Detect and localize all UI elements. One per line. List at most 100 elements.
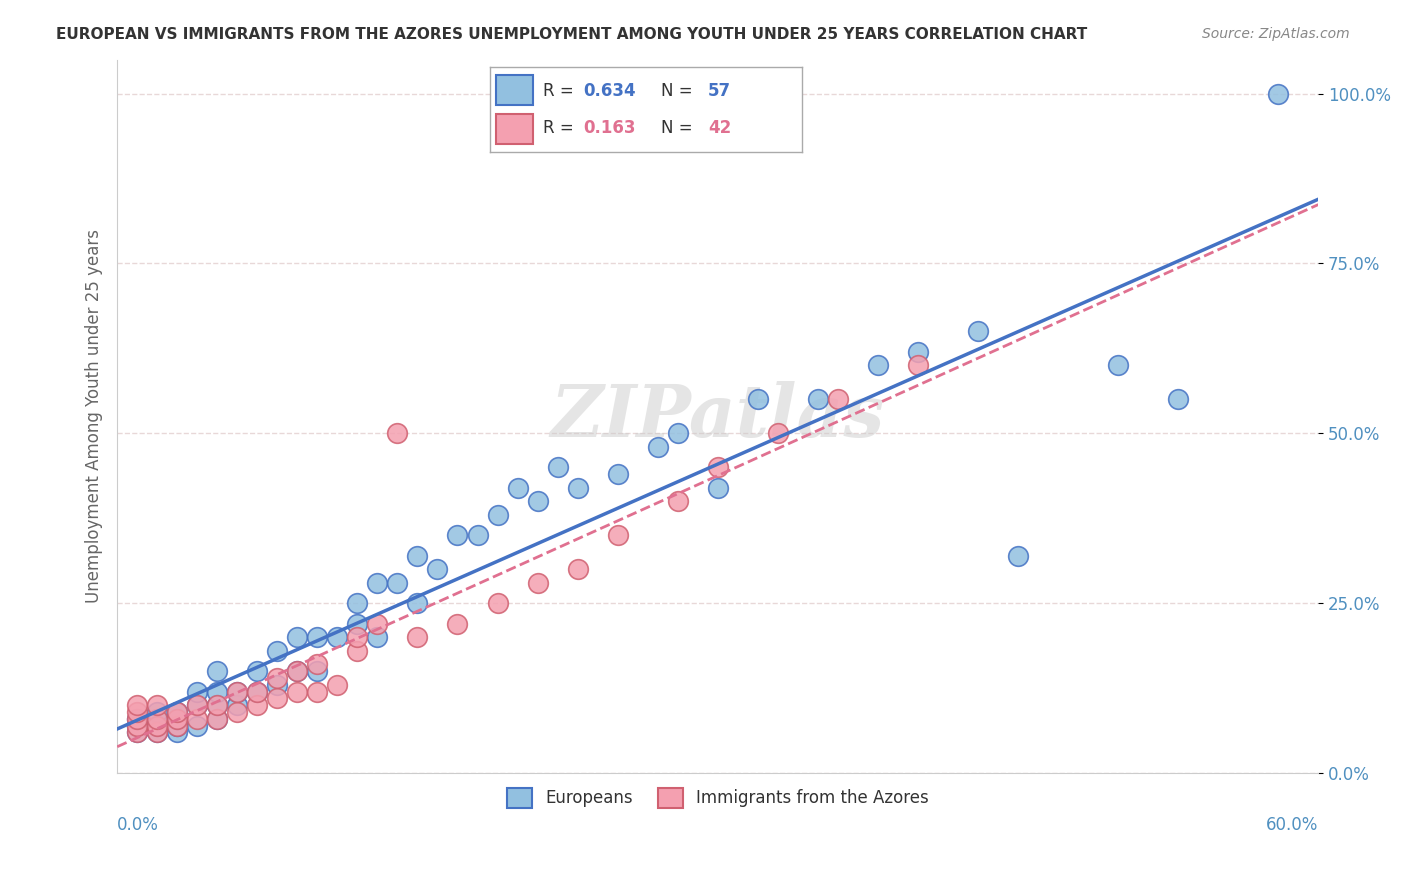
- Point: [967, 325, 990, 339]
- Point: [446, 528, 468, 542]
- Point: [486, 596, 509, 610]
- Text: EUROPEAN VS IMMIGRANTS FROM THE AZORES UNEMPLOYMENT AMONG YOUTH UNDER 25 YEARS C: EUROPEAN VS IMMIGRANTS FROM THE AZORES U…: [56, 27, 1087, 42]
- Point: [186, 718, 208, 732]
- Point: [506, 481, 529, 495]
- Point: [346, 616, 368, 631]
- Point: [246, 684, 269, 698]
- Point: [146, 712, 169, 726]
- Point: [866, 359, 889, 373]
- Point: [207, 665, 229, 679]
- Point: [226, 705, 249, 719]
- Point: [166, 705, 188, 719]
- Point: [266, 644, 288, 658]
- Point: [766, 426, 789, 441]
- Point: [307, 665, 329, 679]
- Point: [246, 698, 269, 713]
- Text: 60.0%: 60.0%: [1265, 816, 1319, 834]
- Point: [907, 344, 929, 359]
- Point: [266, 691, 288, 706]
- Point: [526, 575, 548, 590]
- Point: [285, 665, 308, 679]
- Point: [1007, 549, 1029, 563]
- Point: [226, 698, 249, 713]
- Point: [285, 630, 308, 644]
- Point: [747, 392, 769, 407]
- Point: [387, 426, 409, 441]
- Point: [366, 575, 388, 590]
- Point: [186, 684, 208, 698]
- Point: [207, 712, 229, 726]
- Point: [166, 718, 188, 732]
- Text: Source: ZipAtlas.com: Source: ZipAtlas.com: [1202, 27, 1350, 41]
- Point: [166, 718, 188, 732]
- Point: [127, 725, 149, 739]
- Point: [1267, 87, 1289, 101]
- Point: [1167, 392, 1189, 407]
- Point: [406, 596, 429, 610]
- Point: [526, 494, 548, 508]
- Point: [186, 712, 208, 726]
- Point: [226, 684, 249, 698]
- Point: [547, 460, 569, 475]
- Point: [567, 481, 589, 495]
- Point: [807, 392, 830, 407]
- Point: [146, 718, 169, 732]
- Point: [207, 712, 229, 726]
- Point: [666, 426, 689, 441]
- Point: [127, 712, 149, 726]
- Point: [207, 698, 229, 713]
- Point: [606, 467, 628, 482]
- Point: [127, 718, 149, 732]
- Point: [127, 712, 149, 726]
- Point: [567, 562, 589, 576]
- Point: [446, 616, 468, 631]
- Point: [606, 528, 628, 542]
- Point: [647, 440, 669, 454]
- Point: [346, 644, 368, 658]
- Point: [207, 684, 229, 698]
- Point: [307, 684, 329, 698]
- Point: [326, 630, 349, 644]
- Point: [266, 671, 288, 685]
- Point: [146, 712, 169, 726]
- Point: [127, 725, 149, 739]
- Point: [406, 549, 429, 563]
- Point: [285, 684, 308, 698]
- Point: [426, 562, 449, 576]
- Point: [246, 684, 269, 698]
- Point: [146, 725, 169, 739]
- Point: [307, 630, 329, 644]
- Point: [285, 665, 308, 679]
- Point: [166, 712, 188, 726]
- Point: [326, 678, 349, 692]
- Point: [1107, 359, 1129, 373]
- Point: [387, 575, 409, 590]
- Point: [186, 698, 208, 713]
- Point: [127, 705, 149, 719]
- Point: [207, 698, 229, 713]
- Point: [366, 630, 388, 644]
- Point: [166, 705, 188, 719]
- Point: [706, 460, 728, 475]
- Point: [127, 698, 149, 713]
- Point: [166, 712, 188, 726]
- Point: [907, 359, 929, 373]
- Point: [186, 698, 208, 713]
- Point: [366, 616, 388, 631]
- Text: 0.0%: 0.0%: [117, 816, 159, 834]
- Point: [266, 678, 288, 692]
- Point: [346, 596, 368, 610]
- Point: [307, 657, 329, 672]
- Point: [406, 630, 429, 644]
- Point: [146, 718, 169, 732]
- Point: [127, 718, 149, 732]
- Point: [246, 665, 269, 679]
- Point: [666, 494, 689, 508]
- Point: [827, 392, 849, 407]
- Point: [706, 481, 728, 495]
- Point: [467, 528, 489, 542]
- Point: [486, 508, 509, 522]
- Point: [146, 698, 169, 713]
- Point: [346, 630, 368, 644]
- Legend: Europeans, Immigrants from the Azores: Europeans, Immigrants from the Azores: [501, 781, 935, 814]
